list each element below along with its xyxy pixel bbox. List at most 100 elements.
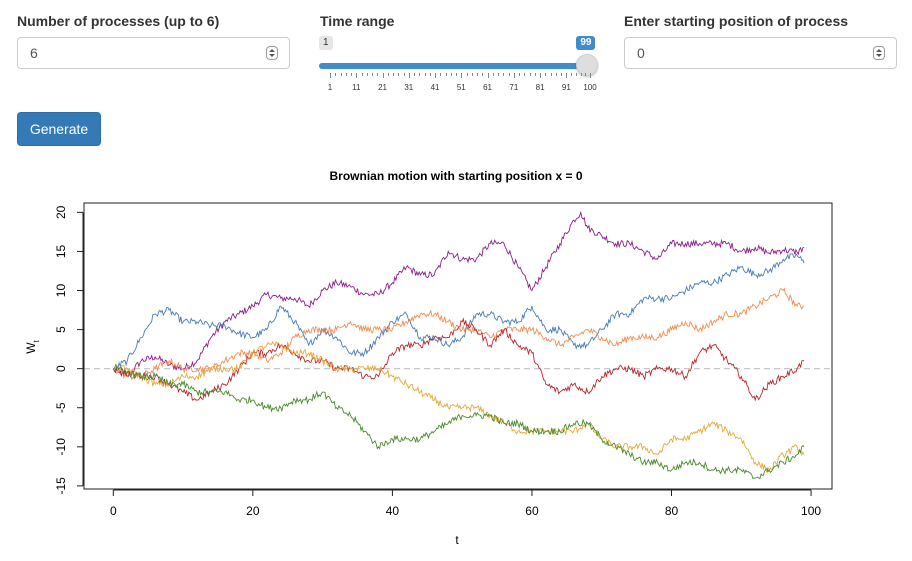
time-range-slider[interactable]: 1 99 1 11 21 31 41 51 61 71 81 91 100 xyxy=(319,36,599,96)
x-tick-label: 40 xyxy=(386,504,400,518)
slider-minor-tick xyxy=(419,73,421,76)
x-tick-label: 20 xyxy=(246,504,260,518)
plot-frame xyxy=(83,202,833,490)
slider-minor-tick xyxy=(361,73,363,76)
slider-tick xyxy=(408,73,410,78)
slider-minor-tick xyxy=(498,73,500,76)
y-tick-label: 20 xyxy=(54,205,68,219)
slider-minor-tick xyxy=(424,73,426,76)
x-tick-label: 0 xyxy=(110,504,117,518)
slider-tick xyxy=(330,73,331,78)
slider-tick xyxy=(461,73,463,78)
slider-minor-tick xyxy=(335,73,337,76)
slider-tick xyxy=(382,73,384,78)
slider-minor-tick xyxy=(571,73,573,76)
slider-tick-label: 31 xyxy=(404,83,414,92)
slider-minor-tick xyxy=(503,73,505,76)
spinner-icon[interactable] xyxy=(266,46,278,60)
slider-minor-tick xyxy=(575,73,577,76)
slider-minor-tick xyxy=(482,73,484,76)
slider-minor-tick xyxy=(519,73,521,76)
y-axis-label-subscript: t xyxy=(32,339,41,342)
slider-minor-tick xyxy=(456,73,458,76)
slider-minor-tick xyxy=(529,73,531,76)
slider-minor-tick xyxy=(466,73,468,76)
slider-minor-tick xyxy=(377,73,379,76)
slider-minor-tick xyxy=(580,73,582,76)
y-axis: -15 -10 -5 0 5 10 15 20 xyxy=(54,205,84,495)
slider-value-label: 99 xyxy=(576,36,596,50)
y-axis-label: Wt xyxy=(24,339,41,353)
series-line-6 xyxy=(112,365,805,480)
slider-minor-tick xyxy=(351,73,352,76)
y-tick-label: 5 xyxy=(54,326,68,333)
y-tick-label: 0 xyxy=(54,365,68,372)
x-axis: 0 20 40 60 80 100 xyxy=(110,489,821,518)
slider-minor-tick xyxy=(387,73,389,76)
y-axis-label-main: W xyxy=(24,342,38,354)
x-tick-label: 100 xyxy=(801,504,821,518)
start-position-input[interactable]: 0 xyxy=(624,37,897,69)
x-tick-label: 60 xyxy=(525,504,539,518)
series-line-4 xyxy=(112,317,805,402)
slider-minor-tick xyxy=(340,73,342,76)
slider-minor-tick xyxy=(366,73,368,76)
slider-minor-tick xyxy=(550,73,552,76)
slider-minor-tick xyxy=(372,73,374,76)
slider-handle[interactable] xyxy=(576,54,599,76)
slider-tick-label: 81 xyxy=(535,83,545,92)
slider-tick-label: 91 xyxy=(561,83,571,92)
chart-title: Brownian motion with starting position x… xyxy=(329,169,582,183)
slider-tick-label: 11 xyxy=(352,83,361,92)
slider-tick-label: 1 xyxy=(327,83,333,92)
series-line-2 xyxy=(113,253,805,370)
slider-tick-label: 71 xyxy=(509,83,519,92)
slider-minor-tick xyxy=(477,73,479,76)
time-range-label: Time range xyxy=(320,13,395,29)
start-position-value: 0 xyxy=(637,45,645,61)
slider-minor-tick xyxy=(508,73,510,76)
x-axis-label: t xyxy=(455,533,459,547)
processes-input[interactable]: 6 xyxy=(17,37,290,69)
slider-tick-label: 100 xyxy=(583,83,597,92)
slider-tick xyxy=(487,73,489,78)
slider-tick-label: 21 xyxy=(378,83,387,92)
slider-minor-tick xyxy=(545,73,547,76)
slider-tick xyxy=(435,73,437,78)
y-tick-label: -10 xyxy=(54,438,68,456)
slider-minor-tick xyxy=(450,73,452,76)
y-tick-label: 10 xyxy=(54,284,68,298)
processes-value: 6 xyxy=(30,45,38,61)
slider-tick-label: 61 xyxy=(483,83,493,92)
slider-tick xyxy=(590,73,591,78)
slider-minor-tick xyxy=(534,73,536,76)
slider-tick xyxy=(356,73,358,78)
series-line-1 xyxy=(113,210,805,378)
series-group xyxy=(112,210,805,480)
slider-minor-tick xyxy=(403,73,405,76)
spinner-icon[interactable] xyxy=(873,46,885,60)
x-tick-label: 80 xyxy=(665,504,679,518)
start-position-label: Enter starting position of process xyxy=(624,13,849,29)
slider-minor-tick xyxy=(440,73,442,76)
slider-tick-label: 41 xyxy=(430,83,440,92)
slider-minor-tick xyxy=(471,73,473,76)
slider-minor-tick xyxy=(492,73,494,76)
slider-tick xyxy=(566,73,568,78)
y-tick-label: -15 xyxy=(54,477,68,495)
slider-minor-tick xyxy=(345,73,347,76)
slider-minor-tick xyxy=(398,73,400,76)
slider-minor-tick xyxy=(393,73,395,76)
series-line-3 xyxy=(112,287,805,381)
processes-label: Number of processes (up to 6) xyxy=(17,13,220,29)
slider-tick xyxy=(513,73,515,78)
generate-button[interactable]: Generate xyxy=(17,112,101,146)
series-line-5 xyxy=(113,340,805,474)
slider-minor-tick xyxy=(561,73,563,76)
slider-minor-tick xyxy=(585,73,587,76)
slider-tick xyxy=(540,73,542,78)
slider-min-label: 1 xyxy=(319,36,333,50)
slider-minor-tick xyxy=(445,73,447,76)
y-tick-label: -5 xyxy=(54,402,68,413)
slider-minor-tick xyxy=(555,73,557,76)
